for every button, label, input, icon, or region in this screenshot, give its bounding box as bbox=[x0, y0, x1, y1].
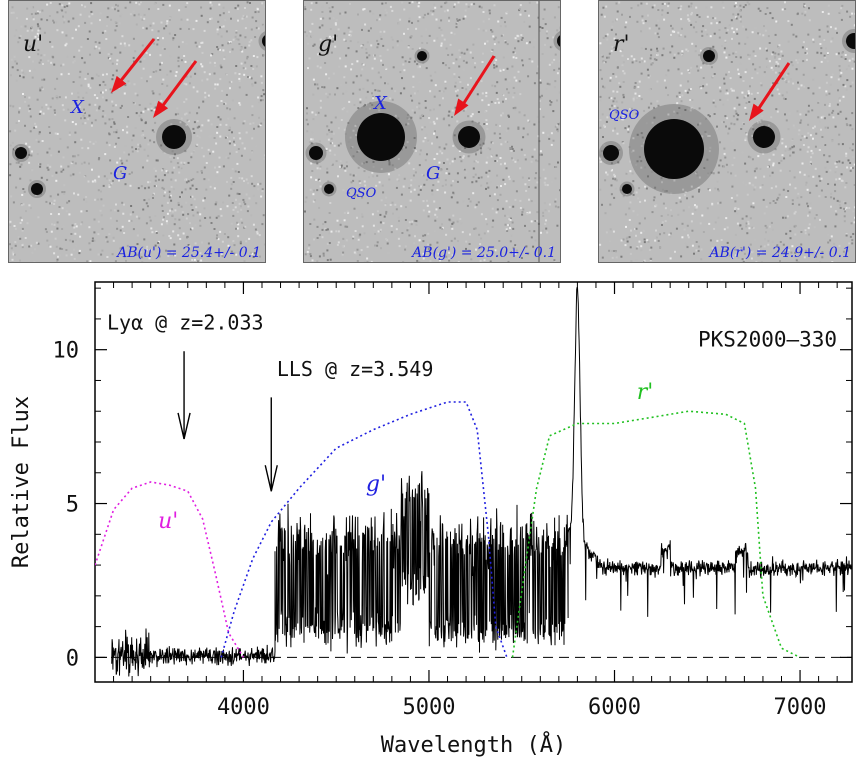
object-label: X bbox=[372, 93, 388, 114]
band-label: g' bbox=[318, 32, 338, 57]
star bbox=[324, 184, 334, 194]
star bbox=[846, 33, 855, 49]
filter-curve-r bbox=[511, 410, 801, 659]
sky-image-r: r' QSO AB(r') = 24.9+/- 0.1 bbox=[599, 1, 855, 262]
noise-texture bbox=[9, 1, 265, 262]
object-name: PKS2000–330 bbox=[698, 328, 837, 352]
object-label: G bbox=[426, 163, 440, 184]
y-tick-label: 10 bbox=[53, 339, 80, 364]
magnitude-label: AB(g') = 25.0+/- 0.1 bbox=[410, 245, 556, 261]
sky-image-g: g' X G QSO AB(g') = 25.0+/- 0.1 bbox=[304, 1, 560, 262]
x-tick-label: 6000 bbox=[588, 695, 641, 720]
star bbox=[753, 126, 775, 148]
star bbox=[553, 31, 560, 51]
image-panel-u: u' X G AB(u') = 25.4+/- 0.1 bbox=[8, 0, 266, 263]
x-tick-label: 4000 bbox=[217, 695, 270, 720]
pointer-arrow bbox=[454, 55, 496, 116]
filter-curve-g bbox=[220, 401, 508, 658]
star bbox=[262, 35, 265, 47]
noise-texture bbox=[599, 1, 855, 262]
filter-label: g' bbox=[366, 472, 386, 497]
spectrum-series bbox=[111, 286, 852, 677]
star bbox=[417, 51, 427, 61]
sky-image-u: u' X G AB(u') = 25.4+/- 0.1 bbox=[9, 1, 265, 262]
star bbox=[162, 125, 186, 149]
image-panel-g: g' X G QSO AB(g') = 25.0+/- 0.1 bbox=[303, 0, 561, 263]
filter-label: u' bbox=[158, 509, 178, 534]
band-label: u' bbox=[23, 32, 43, 57]
star bbox=[357, 113, 405, 161]
filter-label: r' bbox=[637, 380, 654, 405]
star bbox=[309, 146, 323, 160]
star bbox=[258, 31, 265, 51]
star bbox=[603, 145, 619, 161]
x-axis-label: Wavelength (Å) bbox=[381, 731, 566, 758]
y-axis-label: Relative Flux bbox=[9, 396, 34, 568]
band-label: r' bbox=[613, 32, 630, 57]
object-label: QSO bbox=[609, 108, 640, 123]
object-label: G bbox=[113, 163, 127, 184]
image-panel-r: r' QSO AB(r') = 24.9+/- 0.1 bbox=[598, 0, 856, 263]
y-tick-label: 5 bbox=[66, 493, 79, 518]
y-tick-label: 0 bbox=[66, 646, 79, 671]
x-tick-label: 7000 bbox=[774, 695, 827, 720]
star bbox=[703, 50, 715, 62]
star bbox=[622, 184, 632, 194]
magnitude-label: AB(u') = 25.4+/- 0.1 bbox=[115, 245, 261, 261]
star bbox=[557, 35, 560, 47]
line-annotation: Lyα @ z=2.033 bbox=[107, 311, 264, 335]
pointer-arrow bbox=[749, 62, 791, 121]
star bbox=[458, 126, 480, 148]
x-tick-label: 5000 bbox=[402, 695, 455, 720]
pointer-arrow bbox=[111, 38, 156, 93]
magnitude-label: AB(r') = 24.9+/- 0.1 bbox=[707, 245, 851, 261]
pointer-arrow bbox=[153, 60, 198, 118]
object-label: X bbox=[69, 97, 85, 118]
spectrum-chart: 4000 5000 6000 7000 0 5 10 Wavelength (Å) Relati… bbox=[9, 281, 853, 758]
star bbox=[644, 119, 704, 179]
plot-frame bbox=[94, 281, 853, 683]
object-label: QSO bbox=[346, 186, 377, 201]
line-annotation: LLS @ z=3.549 bbox=[277, 357, 434, 381]
star bbox=[31, 183, 43, 195]
star bbox=[15, 147, 27, 159]
